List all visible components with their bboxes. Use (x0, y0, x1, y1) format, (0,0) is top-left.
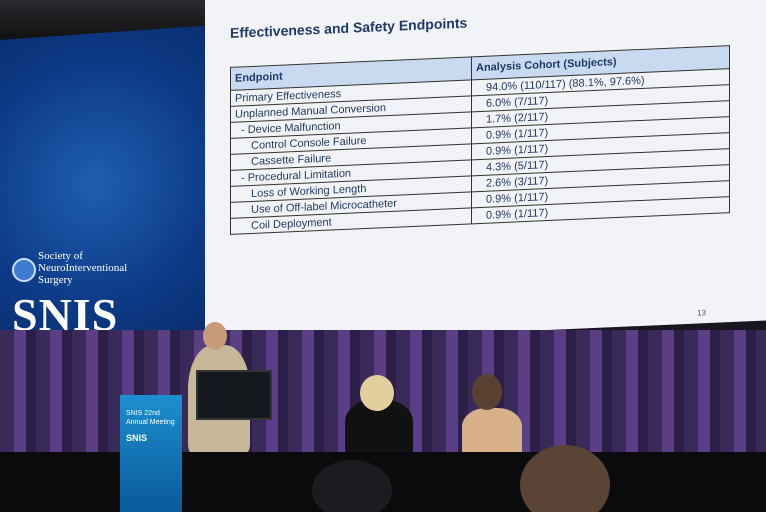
podium-text: SNIS 22nd Annual Meeting (126, 409, 175, 427)
panelist-head (360, 375, 394, 411)
society-line: Surgery (38, 274, 73, 286)
audience-head (312, 460, 392, 512)
podium: SNIS 22nd Annual Meeting SNIS (120, 395, 182, 512)
page-number: 13 (697, 308, 706, 318)
panelist (462, 408, 522, 455)
audience-head (520, 445, 610, 512)
society-name: Society of NeuroInterventional Surgery (38, 250, 127, 286)
podium-line: Annual Meeting (126, 419, 175, 426)
endpoint-table: Endpoint Analysis Cohort (Subjects) Prim… (230, 45, 730, 235)
slide: Effectiveness and Safety Endpoints Endpo… (205, 0, 766, 345)
society-line: NeuroInterventional (38, 262, 128, 274)
society-emblem (12, 258, 36, 282)
speaker-head (203, 322, 227, 350)
podium-line: SNIS 22nd (126, 410, 160, 417)
podium-logo: SNIS (126, 433, 148, 443)
society-line: Society of (38, 250, 83, 262)
slide-title: Effectiveness and Safety Endpoints (230, 14, 468, 41)
laptop-monitor (196, 370, 272, 420)
panelist-head (472, 374, 502, 410)
